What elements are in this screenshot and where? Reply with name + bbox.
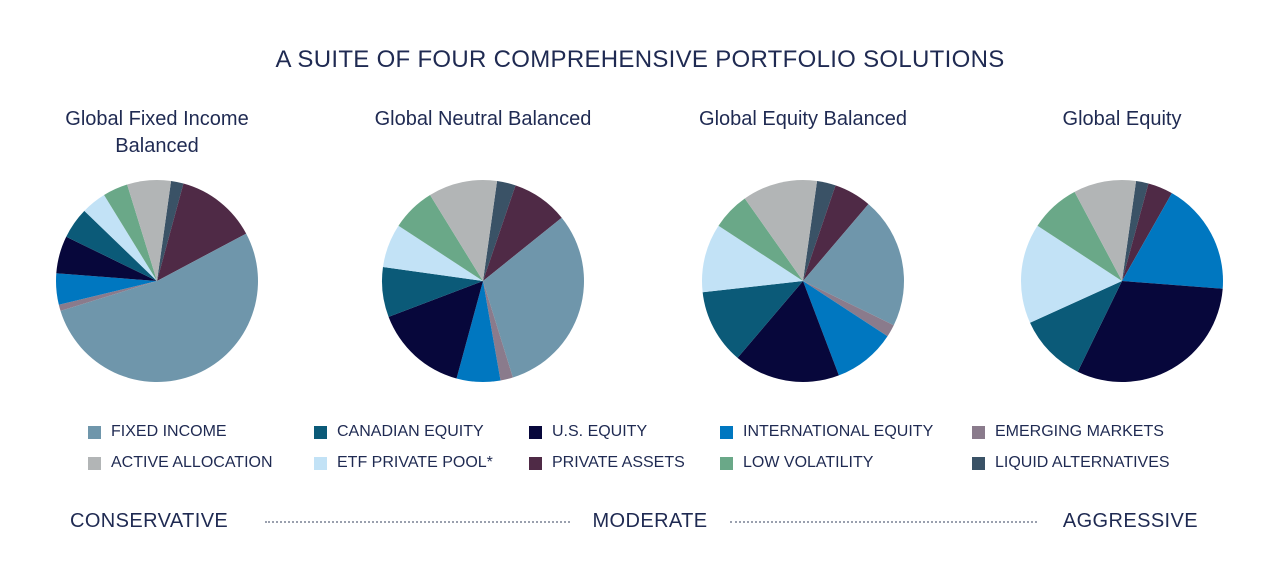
pie-slice [56, 236, 158, 281]
legend-item: ACTIVE ALLOCATION [88, 454, 273, 472]
pie-slice [60, 233, 259, 383]
legend-swatch [88, 425, 101, 439]
scale-label: AGGRESSIVE [1062, 510, 1198, 532]
pie-slice [1122, 193, 1223, 289]
legend-label: CANADIAN EQUITY [337, 423, 484, 440]
legend-label: INTERNATIONAL EQUITY [743, 423, 934, 440]
pie-slice [718, 198, 803, 281]
legend-swatch [972, 425, 985, 439]
dotted-line [730, 521, 1037, 523]
pie-chart [702, 180, 904, 382]
pie-slice [398, 194, 483, 281]
pie-chart [56, 180, 259, 383]
legend-swatch [314, 425, 327, 439]
pie-slice [803, 281, 888, 376]
pie-slice [1077, 281, 1223, 382]
legend-label: ETF PRIVATE POOL* [337, 454, 493, 471]
pie-slice [483, 180, 516, 281]
pie-slice [58, 281, 157, 311]
pie-slice [66, 210, 157, 281]
pie-slice [430, 180, 498, 281]
pie-slice [1037, 191, 1122, 281]
legend-item: CANADIAN EQUITY [314, 423, 484, 441]
pie-title: Global Equity [1062, 108, 1182, 130]
legend-label: LOW VOLATILITY [743, 454, 874, 471]
legend-item: FIXED INCOME [88, 423, 227, 441]
pie-title: Global Fixed Income Balanced [65, 108, 249, 157]
pie-chart [1021, 180, 1223, 382]
pie-slice [127, 180, 172, 281]
legend-label: PRIVATE ASSETS [552, 454, 685, 471]
scale-label: CONSERVATIVE [70, 510, 229, 532]
pie-slice [157, 180, 184, 281]
legend-item: ETF PRIVATE POOL* [314, 454, 493, 472]
legend-label: ACTIVE ALLOCATION [111, 454, 273, 471]
pie-slice [1074, 180, 1137, 281]
legend-label: U.S. EQUITY [552, 423, 648, 440]
dotted-line [265, 521, 570, 523]
scale-label: MODERATE [592, 510, 708, 532]
pie-slice [737, 281, 839, 382]
legend-swatch [972, 456, 985, 470]
page-title: A SUITE OF FOUR COMPREHENSIVE PORTFOLIO … [275, 46, 1005, 73]
pie-title: Global Neutral Balanced [374, 108, 592, 130]
legend-label: LIQUID ALTERNATIVES [995, 454, 1170, 471]
pie-slice [56, 273, 157, 305]
legend-swatch [720, 456, 733, 470]
pie-slice [483, 217, 584, 378]
pie-slice [157, 183, 247, 281]
legend-swatch [88, 456, 101, 470]
pie-slice [803, 281, 894, 337]
pie-slice [84, 194, 157, 281]
pie-title: Global Equity Balanced [699, 108, 907, 130]
pie-slice [803, 180, 836, 281]
pie-slice [1122, 180, 1149, 281]
pie-slice [382, 266, 483, 317]
pie-slice [803, 185, 869, 281]
pie-slice [104, 184, 157, 281]
legend-swatch [720, 425, 733, 439]
legend-swatch [529, 425, 542, 439]
pie-slice [456, 281, 501, 382]
legend-item: PRIVATE ASSETS [529, 454, 685, 472]
legend-item: LIQUID ALTERNATIVES [972, 454, 1170, 472]
pie-slice [1122, 183, 1172, 281]
pie-slice [744, 180, 818, 281]
legend-label: EMERGING MARKETS [995, 423, 1164, 440]
pie-slice [1021, 225, 1122, 323]
pie-slice [1030, 281, 1122, 372]
pie-slice [803, 204, 904, 326]
legend-swatch [314, 456, 327, 470]
pie-slice [483, 185, 562, 281]
legend-swatch [529, 456, 542, 470]
pie-chart [382, 180, 584, 382]
pie-slice [483, 281, 513, 381]
legend-item: LOW VOLATILITY [720, 454, 873, 472]
pie-slice [388, 281, 483, 379]
pie-slice [702, 281, 803, 358]
pie-slice [382, 225, 483, 281]
legend-item: U.S. EQUITY [529, 423, 647, 441]
legend-item: EMERGING MARKETS [972, 423, 1164, 441]
legend-label: FIXED INCOME [111, 423, 227, 440]
legend-item: INTERNATIONAL EQUITY [720, 423, 933, 441]
pie-slice [702, 225, 803, 293]
